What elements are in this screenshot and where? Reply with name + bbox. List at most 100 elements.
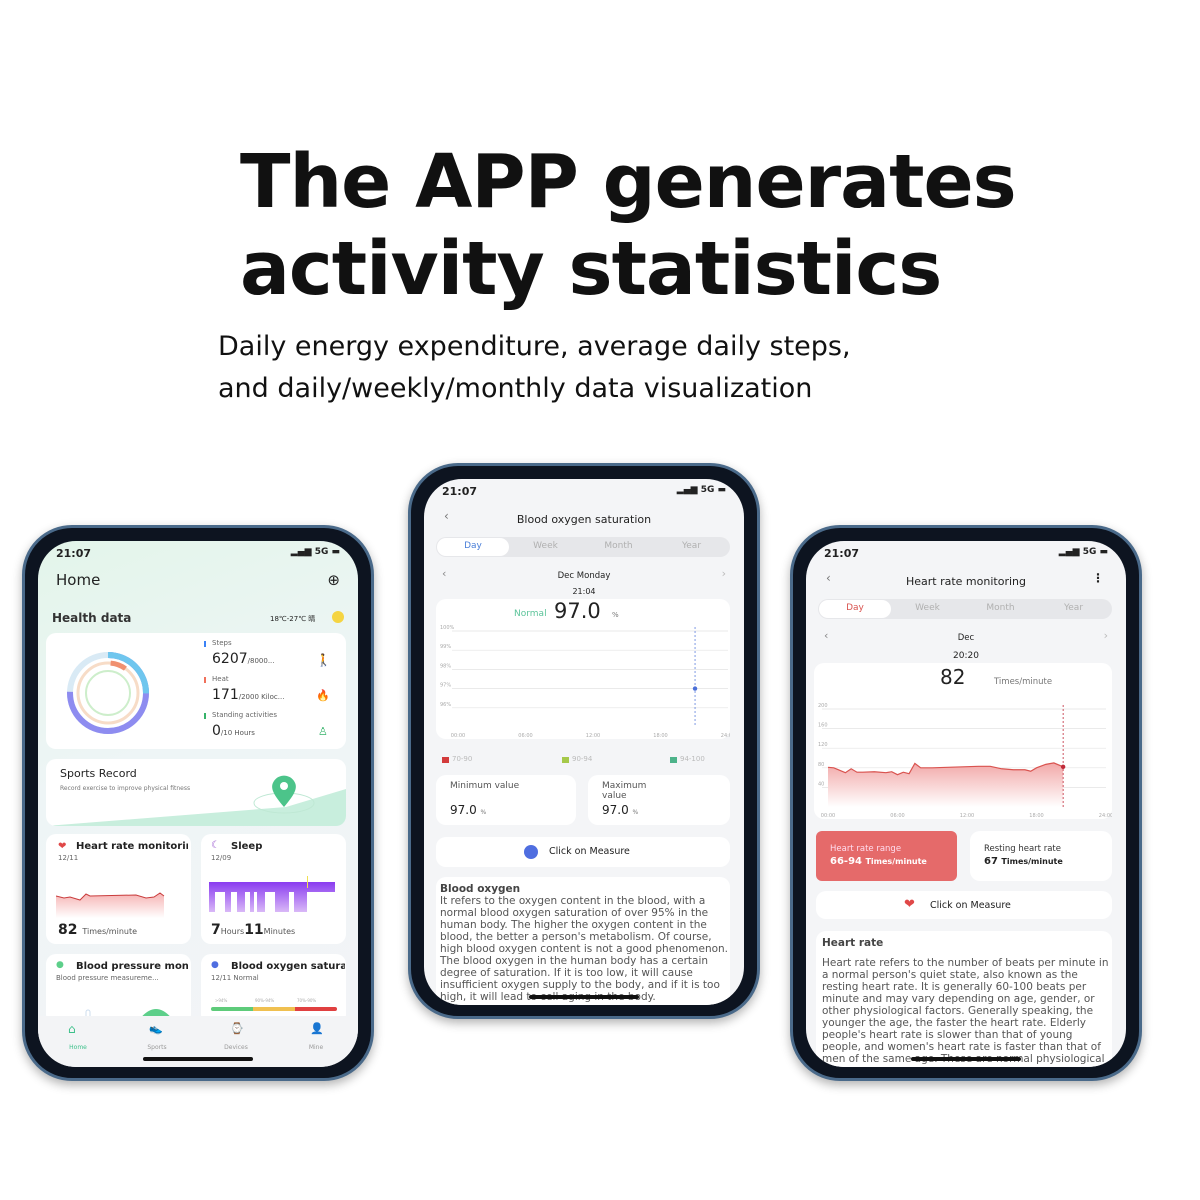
sleep-card[interactable]: ☾ Sleep 12/09 7Hours11Minutes [201,834,346,944]
standing-person-icon: ♙ [318,725,328,738]
min-value: 97.0 % [450,803,487,817]
tab-label: Mine [308,1044,324,1051]
add-icon[interactable]: ⊕ [327,571,340,589]
y-tick-label: 40 [818,781,824,787]
measure-label: Click on Measure [549,846,630,857]
health-card[interactable]: Steps 6207/8000... 🚶 Heat 171/2000 Kiloc… [46,633,346,749]
legend-swatch [670,757,677,763]
y-tick-label: 97% [440,683,451,689]
tab-day[interactable]: Day [819,600,891,618]
tab-label: Devices [224,1044,248,1051]
period-selector: Day Week Month Year [818,599,1112,619]
sun-icon [332,611,344,623]
max-value: 97.0 % [602,803,639,817]
tab-day[interactable]: Day [437,538,509,556]
status-time: 21:07 [442,485,478,498]
heart-value: 82 [940,665,966,689]
tab-month[interactable]: Month [986,603,1015,613]
prev-date-icon[interactable]: ‹ [442,567,447,580]
info-text: Heart rate refers to the number of beats… [822,957,1109,1067]
spo2-bar-mid [253,1007,295,1011]
heart-date: 12/11 [58,854,79,862]
sports-record-card[interactable]: Sports Record Record exercise to improve… [46,759,346,826]
info-card: Heart rate Heart rate refers to the numb… [816,931,1112,1067]
tab-year[interactable]: Year [1063,603,1084,613]
measure-button[interactable]: Click on Measure [436,837,730,867]
oxygen-icon [524,845,538,859]
y-tick-label: 96% [440,702,451,708]
max-label: Maximum value [602,781,647,801]
heart-pulse-icon: ❤ [904,897,915,912]
metric-heat[interactable]: Heat 171/2000 Kiloc... 🔥 [204,675,344,711]
spo2-range-label: >94% [215,998,228,1003]
back-icon[interactable]: ‹ [444,509,449,523]
blood-oxygen-screen: 21:07 ▂▄▆ 5G ▬ ‹ Blood oxygen saturation… [424,479,744,1005]
y-tick-label: 160 [818,723,828,729]
sleep-title: Sleep [231,841,263,852]
minimum-card: Minimum value 97.0 % [436,775,576,825]
section-title: Health data [52,611,132,625]
tab-home[interactable]: ⌂ Home [48,1022,108,1052]
back-icon[interactable]: ‹ [826,571,831,585]
flame-icon: 🔥 [316,689,330,702]
blood-oxygen-card[interactable]: ● Blood oxygen saturation 12/11 Normal >… [201,954,346,1024]
activity-rings [67,652,149,734]
next-date-icon[interactable]: › [721,567,726,580]
heart-unit: Times/minute [994,677,1053,687]
heart-icon: ❤ [58,841,67,852]
resting-heart-rate-card: Resting heart rate 67 Times/minute [970,831,1112,881]
headline-line-2: activity statistics [240,226,942,312]
x-tick-label: 06:00 [518,733,532,739]
drop-icon: ● [56,960,64,970]
watch-icon: ⌚ [230,1022,244,1035]
status-time: 21:07 [56,547,92,560]
tab-week[interactable]: Week [533,541,558,551]
home-indicator [143,1057,253,1061]
bp-title: Blood pressure monitoring [76,961,188,972]
info-title: Heart rate [822,937,884,949]
standing-value: 0/10 Hours [212,723,255,739]
next-date-icon[interactable]: › [1103,629,1108,642]
prev-date-icon[interactable]: ‹ [824,629,829,642]
oxygen-chart-card: Normal 97.0 % 100% 99% 98% 97% 96% 00:00 06:00… [436,599,730,739]
x-tick-label: 00:00 [821,813,835,819]
resting-value: 67 Times/minute [984,856,1063,867]
tab-sports[interactable]: 👟 Sports [127,1022,187,1052]
heart-rate-card[interactable]: ❤ Heart rate monitoring 12/11 82 Times/m… [46,834,191,944]
y-tick-label: 120 [818,742,828,748]
heat-marker [204,677,206,683]
tab-week[interactable]: Week [915,603,940,613]
home-icon: ⌂ [68,1022,76,1036]
home-indicator [911,1057,1021,1061]
blood-pressure-card[interactable]: ● Blood pressure monitoring Blood pressu… [46,954,191,1024]
tab-devices[interactable]: ⌚ Devices [206,1022,266,1052]
subheadline-line-2: and daily/weekly/monthly data visualizat… [218,373,813,404]
range-value: 66-94 Times/minute [830,856,927,867]
steps-value: 6207/8000... [212,651,275,667]
area-fill [828,762,1064,807]
tab-mine[interactable]: 👤 Mine [286,1022,346,1052]
more-icon[interactable]: ⋮ [1092,571,1104,585]
tab-month[interactable]: Month [604,541,633,551]
phone-blood-oxygen: 21:07 ▂▄▆ 5G ▬ ‹ Blood oxygen saturation… [408,463,760,1019]
measure-button[interactable]: ❤ Click on Measure [816,891,1112,919]
map-pin-illustration [46,775,346,826]
x-tick-label: 12:00 [586,733,600,739]
min-label: Minimum value [450,781,520,791]
legend-swatch [442,757,449,763]
tab-year[interactable]: Year [681,541,702,551]
home-screen: 21:07 ▂▄▆ 5G ▬ Home ⊕ Health data 18℃-27… [38,541,358,1067]
metric-standing[interactable]: Standing activities 0/10 Hours ♙ [204,711,344,747]
data-point [692,686,698,691]
heart-rate-range-card: Heart rate range 66-94 Times/minute [816,831,957,881]
x-tick-label: 24:00 [1099,813,1112,819]
home-indicator [529,995,639,999]
heart-chart-card: 82 Times/minute 200 160 120 80 40 00:00 06:00 1… [814,663,1112,819]
page-title: Heart rate monitoring [905,575,1026,588]
tab-label: Home [69,1044,87,1051]
y-tick-label: 200 [818,703,828,709]
x-tick-label: 18:00 [653,733,667,739]
oxygen-chart: 100% 99% 98% 97% 96% 00:00 06:00 12:00 18:00 24:0… [440,625,730,739]
spo2-desc: 12/11 Normal [211,974,259,982]
metric-steps[interactable]: Steps 6207/8000... 🚶 [204,639,344,675]
